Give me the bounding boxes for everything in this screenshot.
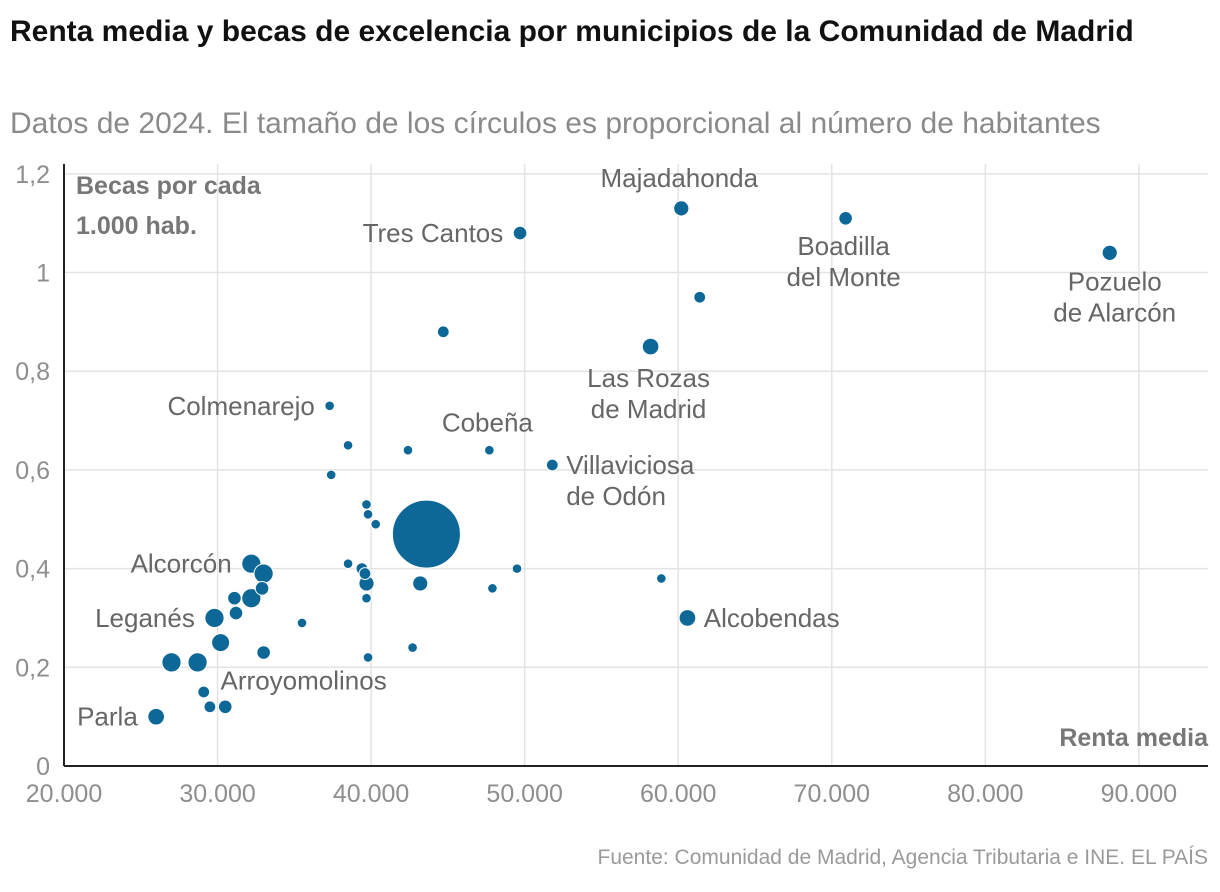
point-label: Villaviciosa de Odón [566,450,695,511]
x-tick-label: 90.000 [1101,780,1177,808]
point-label-line: Alcobendas [704,603,840,633]
data-point [203,700,217,714]
point-label: Majadahonda [601,163,759,193]
point-label-line: Cobeña [442,407,534,437]
y-axis-title-line1: Becas por cada [76,172,262,200]
data-point [197,685,211,699]
data-point [254,581,270,596]
point-label-line: de Odón [566,481,666,511]
scatter-chart: 0 0,2 0,4 0,6 0,8 1 1,2 20.000 30.000 40.000 50.00… [15,161,1209,808]
chart-subtitle: Datos de 2024. El tamaño de los círculos… [10,107,1101,140]
point-label-line: de Alarcón [1053,297,1176,327]
data-point [693,290,707,304]
point-label: Pozuelo de Alarcón [1053,266,1176,327]
data-point [412,575,429,592]
y-tick-label: 0 [36,753,50,781]
data-point [358,567,372,580]
data-point [487,583,498,594]
data-point [391,499,461,569]
point-label-line: Tres Cantos [363,218,504,248]
y-tick-label: 0,6 [15,457,50,485]
data-point [324,400,335,412]
y-tick-label: 0,2 [15,654,50,682]
data-point [211,633,231,653]
data-point [204,607,225,629]
data-point [361,499,372,510]
data-point [362,652,374,663]
y-tick-label: 0,8 [15,358,50,386]
point-label: Colmenarejo [167,391,314,421]
point-label-line: Pozuelo [1068,266,1162,296]
point-label: Las Rozas de Madrid [587,363,710,424]
data-point [402,444,414,456]
data-points [147,200,1118,726]
data-point [253,563,274,584]
point-label-line: Leganés [95,603,195,633]
x-tick-label: 70.000 [794,780,870,808]
data-point [147,707,165,726]
data-point [838,210,853,226]
data-point [325,469,337,481]
data-point [512,225,528,241]
point-label-line: Arroyomolinos [221,665,387,695]
point-label-line: Las Rozas [587,363,710,393]
data-point [187,652,208,673]
data-point [673,200,690,217]
x-tick-label: 20.000 [26,780,102,808]
point-label-line: del Monte [787,262,901,292]
point-label-line: Boadilla [797,231,890,261]
x-tick-label: 80.000 [947,780,1023,808]
source-note: Fuente: Comunidad de Madrid, Agencia Tri… [597,846,1209,869]
data-point [217,699,233,715]
data-point [370,518,382,530]
point-label: Alcobendas [704,603,840,633]
axes [63,164,1208,767]
data-point [296,617,308,629]
data-point [362,509,374,520]
data-point [342,439,354,451]
point-label-line: Alcorcón [131,549,232,579]
point-label-line: Parla [77,702,138,732]
x-tick-label: 50.000 [486,780,562,808]
x-tick-label: 30.000 [179,780,255,808]
point-annotations: Pozuelo de Alarcón Majadahonda Boadilla del … [77,163,1176,732]
data-point [342,558,354,569]
data-point [436,325,450,339]
point-label: Cobeña [442,407,534,437]
data-point [361,592,372,604]
tick-labels: 0 0,2 0,4 0,6 0,8 1 1,2 20.000 30.000 40.000 50.00… [15,161,1177,808]
y-tick-label: 0,4 [15,556,50,584]
data-point [484,444,495,456]
point-label-line: Majadahonda [601,163,759,193]
data-point [228,605,244,621]
data-point [511,563,523,574]
chart-title: Renta media y becas de excelencia por mu… [10,15,1134,48]
point-label: Boadilla del Monte [787,231,901,292]
x-tick-label: 40.000 [333,780,409,808]
data-point [641,337,660,356]
point-label-line: Villaviciosa [566,450,695,480]
y-axis-title-line2: 1.000 hab. [76,212,197,240]
x-axis-title: Renta media [1059,724,1209,752]
data-point [1101,244,1118,261]
data-point [678,609,697,627]
y-tick-label: 1 [36,260,50,288]
point-label-line: de Madrid [591,394,707,424]
data-point [161,652,182,673]
data-point [545,458,559,472]
data-point [256,645,271,660]
point-label: Leganés [95,603,195,633]
point-label: Parla [77,702,138,732]
data-point [656,573,667,584]
point-label: Arroyomolinos [221,665,387,695]
point-label-line: Colmenarejo [167,391,314,421]
data-point [407,642,418,653]
point-label: Tres Cantos [363,218,504,248]
x-tick-label: 60.000 [640,780,716,808]
point-label: Alcorcón [131,549,232,579]
data-point [227,590,242,606]
y-tick-label: 1,2 [15,161,50,189]
